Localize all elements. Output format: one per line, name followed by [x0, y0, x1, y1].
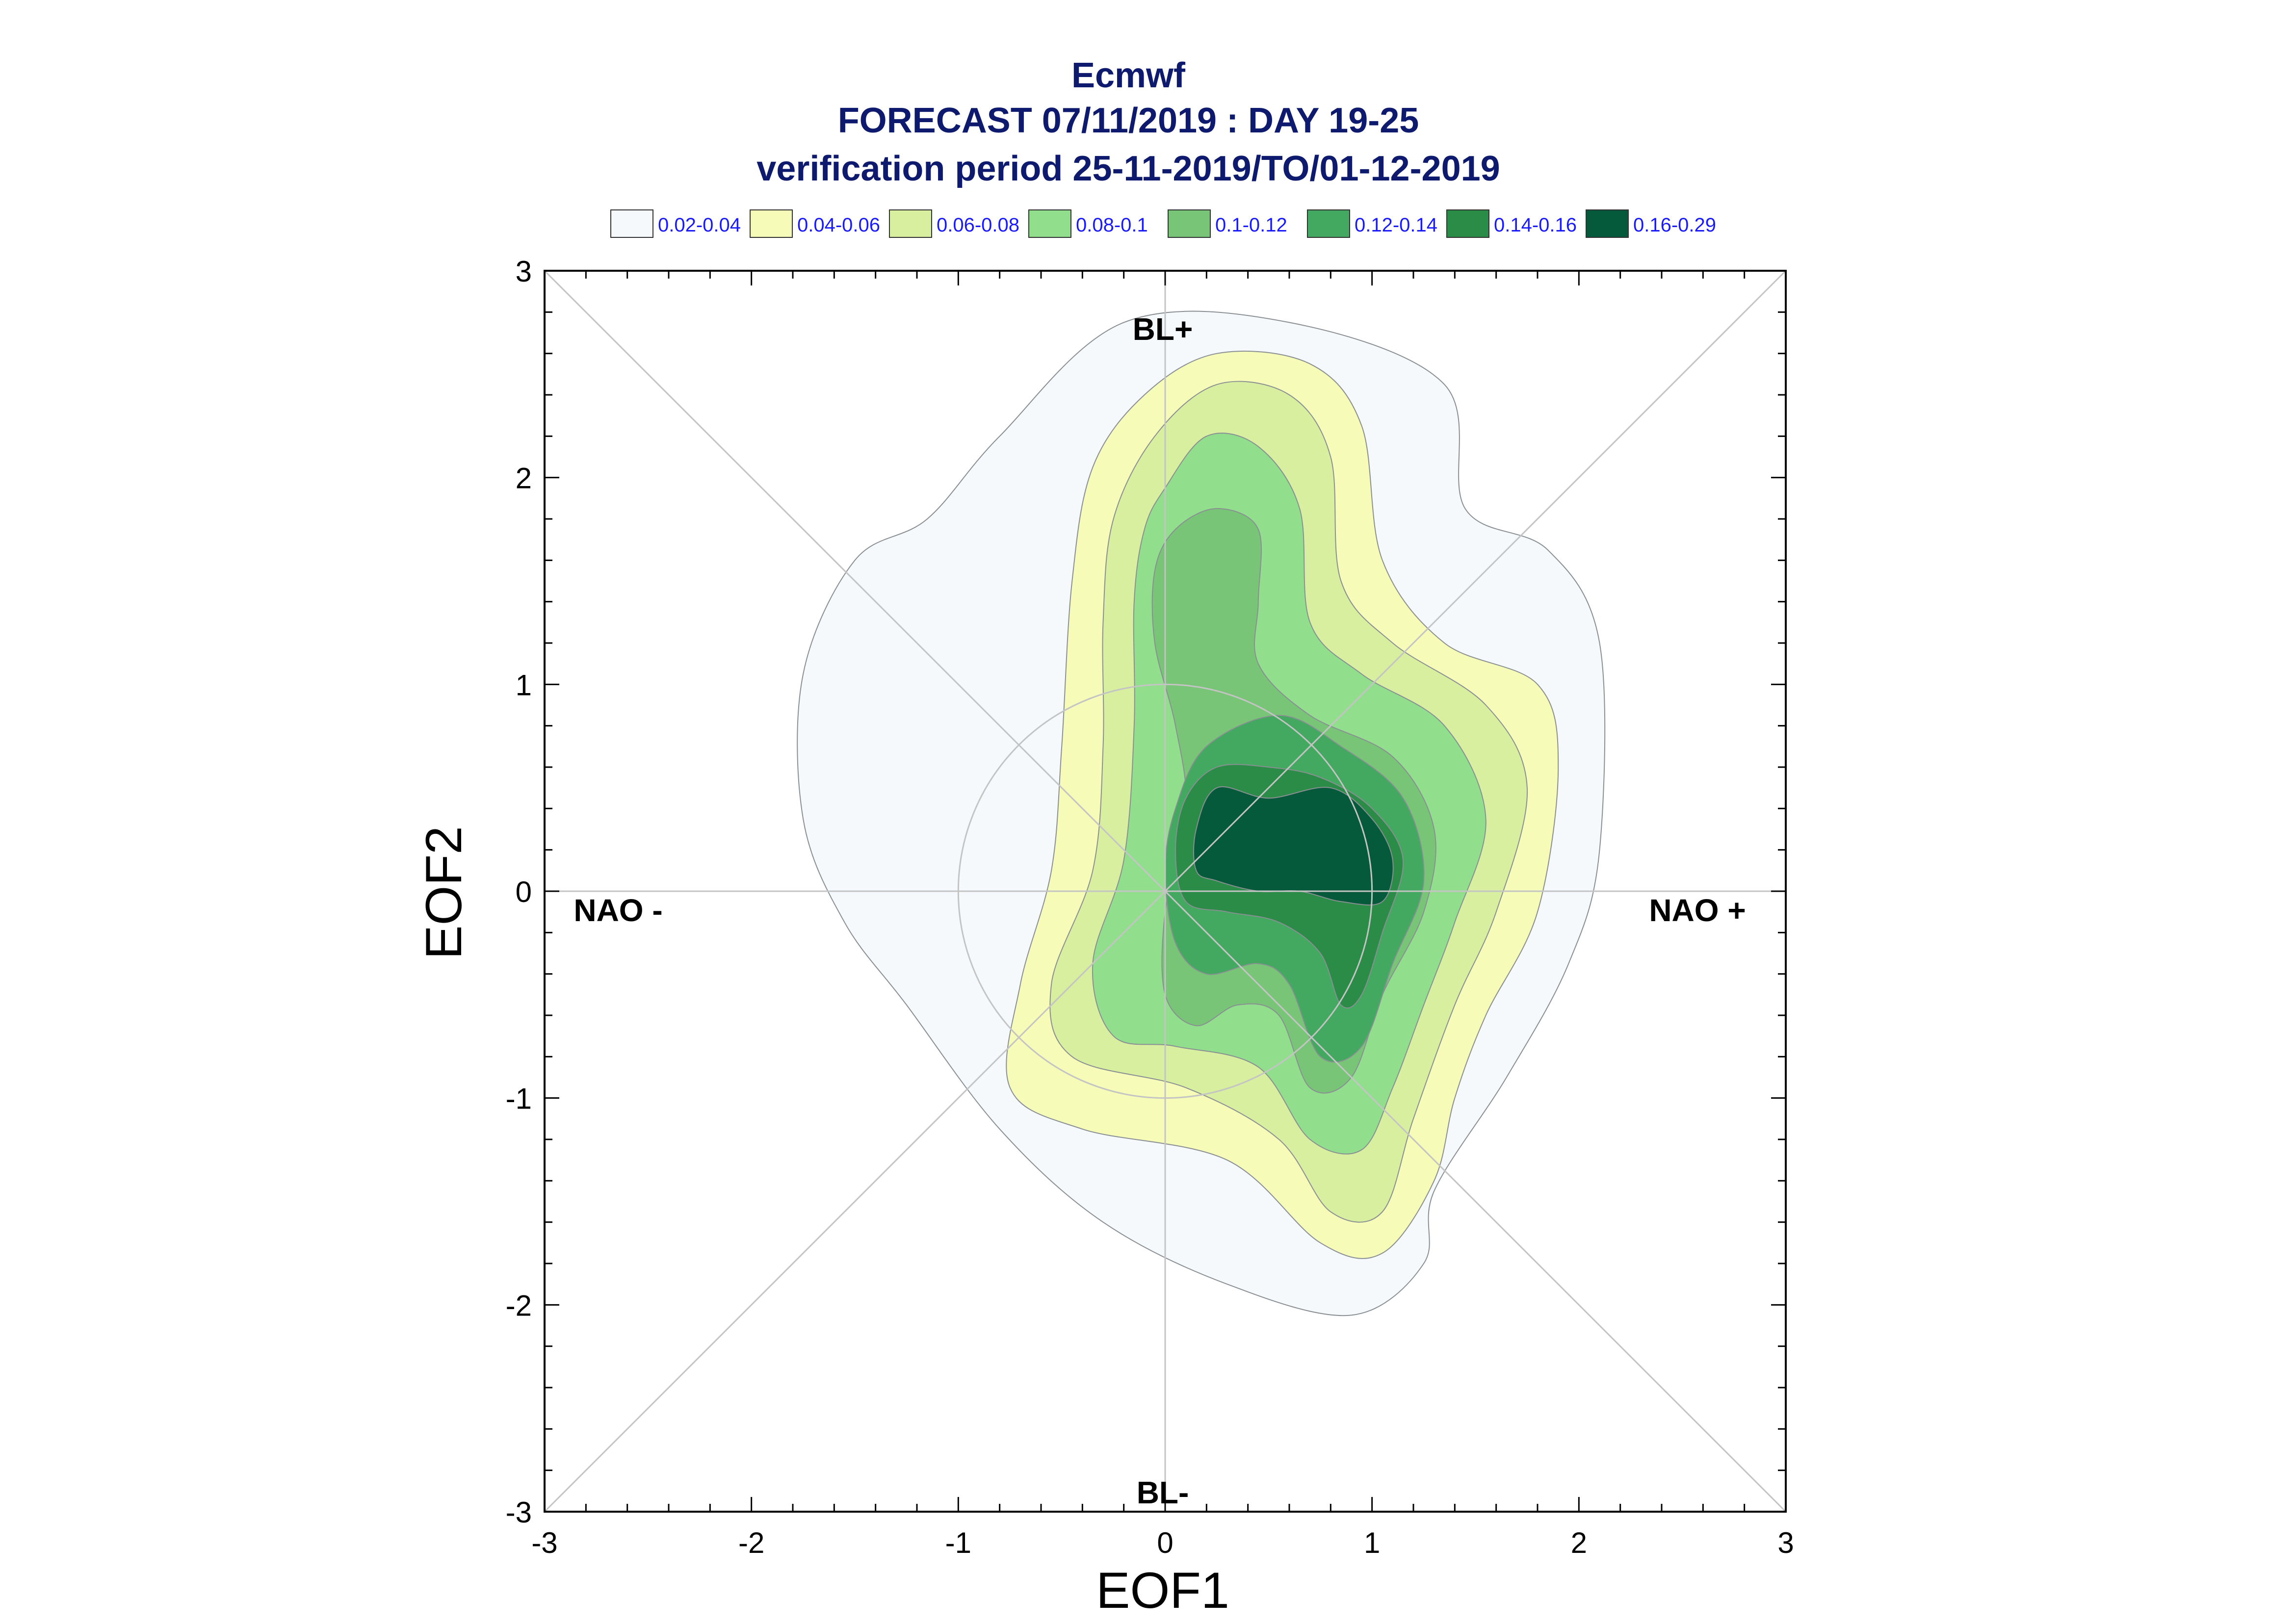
- nao-plus-label: NAO +: [1649, 893, 1746, 928]
- legend-label: 0.02-0.04: [658, 214, 741, 236]
- legend-label: 0.08-0.1: [1076, 214, 1148, 236]
- unit-circle: [957, 683, 1373, 1099]
- legend-swatch: [1168, 209, 1211, 238]
- plot-area: -3 -2 -1 0 1 2 3 -3 -2 -1 0 1 2 3: [506, 255, 1794, 1559]
- legend-label: 0.12-0.14: [1355, 214, 1437, 236]
- legend-label: 0.1-0.12: [1215, 214, 1287, 236]
- x-tick-label: 0: [1157, 1526, 1173, 1559]
- chart-titles: Ecmwf FORECAST 07/11/2019 : DAY 19-25 ve…: [756, 56, 1500, 188]
- y-tick-label: 2: [516, 462, 532, 495]
- x-tick-label: -2: [738, 1526, 764, 1559]
- y-axis-label: EOF2: [416, 826, 472, 959]
- legend-swatch: [750, 209, 793, 238]
- nao-minus-label: NAO -: [574, 893, 662, 928]
- density-contours: [797, 310, 1606, 1316]
- legend-swatch: [1028, 209, 1071, 238]
- y-tick-label: 1: [516, 669, 532, 701]
- guide-lines: [544, 270, 1787, 1513]
- antidiagonal-line: [544, 270, 1787, 1513]
- bl-minus-label: BL-: [1137, 1475, 1189, 1510]
- legend-swatch: [889, 209, 932, 238]
- x-tick-label: -1: [945, 1526, 971, 1559]
- x-tick-label: 2: [1571, 1526, 1587, 1559]
- y-tick-label: 3: [516, 255, 532, 288]
- y-tick-label: -3: [506, 1496, 532, 1529]
- legend-label: 0.06-0.08: [937, 214, 1019, 236]
- x-axis-label: EOF1: [1096, 1562, 1229, 1619]
- y-tick-label: -1: [506, 1083, 532, 1115]
- legend-label: 0.14-0.16: [1494, 214, 1577, 236]
- chart-subtitle-2: verification period 25-11-2019/TO/01-12-…: [756, 149, 1500, 188]
- legend-swatch: [1307, 209, 1350, 238]
- legend-swatch: [610, 209, 653, 238]
- legend-label: 0.16-0.29: [1633, 214, 1716, 236]
- x-tick-label: 3: [1777, 1526, 1794, 1559]
- bl-plus-label: BL+: [1133, 311, 1193, 347]
- chart-subtitle: FORECAST 07/11/2019 : DAY 19-25: [838, 101, 1419, 140]
- legend-label: 0.04-0.06: [797, 214, 880, 236]
- x-tick-label: 1: [1364, 1526, 1380, 1559]
- legend-swatch: [1586, 209, 1629, 238]
- x-tick-label: -3: [531, 1526, 557, 1559]
- axis-ticks: -3 -2 -1 0 1 2 3 -3 -2 -1 0 1 2 3: [506, 255, 1794, 1559]
- y-tick-label: -2: [506, 1289, 532, 1322]
- chart-title: Ecmwf: [1071, 56, 1186, 95]
- y-tick-label: 0: [516, 876, 532, 908]
- contour-level-8: [1193, 786, 1394, 906]
- legend-swatch: [1446, 209, 1489, 238]
- legend: 0.02-0.04 0.04-0.06 0.06-0.08 0.08-0.1 0.1-0…: [610, 209, 1716, 238]
